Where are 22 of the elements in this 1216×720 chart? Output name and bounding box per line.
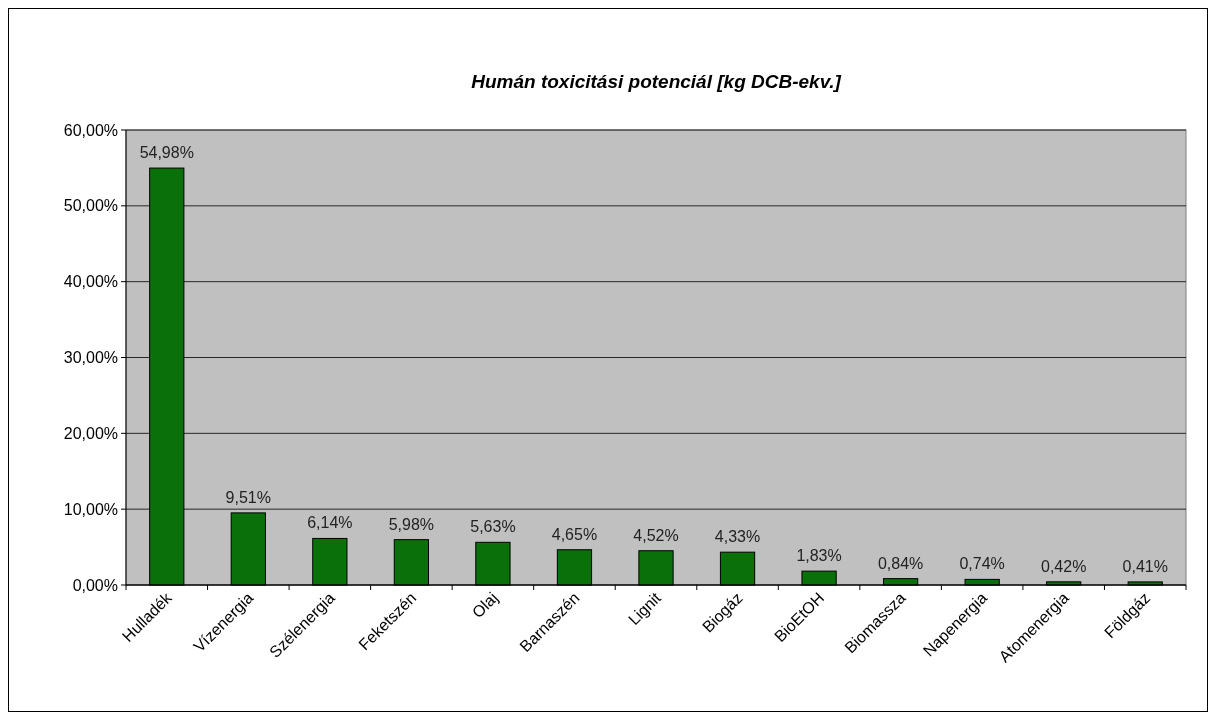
y-tick-label: 30,00% (63, 349, 118, 367)
data-label: 0,41% (1122, 557, 1168, 575)
y-tick-label: 60,00% (63, 121, 118, 139)
y-tick-label: 40,00% (63, 273, 118, 291)
data-label: 4,52% (633, 526, 679, 544)
y-tick-label: 10,00% (63, 500, 118, 518)
y-tick-label: 0,00% (72, 576, 118, 594)
data-label: 9,51% (225, 488, 271, 506)
data-label: 5,98% (388, 515, 435, 533)
data-label: 4,65% (551, 525, 598, 543)
x-tick-label: Olaj (468, 589, 502, 622)
chart-title: Humán toxicitási potenciál [kg DCB-ekv.] (471, 71, 842, 92)
data-label: 6,14% (307, 514, 353, 532)
data-label: 1,83% (796, 547, 842, 565)
y-tick-label: 50,00% (63, 197, 118, 215)
data-label: 4,33% (714, 528, 761, 546)
y-tick-label: 20,00% (63, 424, 118, 442)
data-label: 0,84% (877, 554, 924, 572)
data-label: 0,74% (959, 555, 1005, 573)
data-label: 54,98% (139, 144, 194, 162)
data-label: 0,42% (1041, 557, 1087, 575)
data-label: 5,63% (470, 518, 516, 536)
